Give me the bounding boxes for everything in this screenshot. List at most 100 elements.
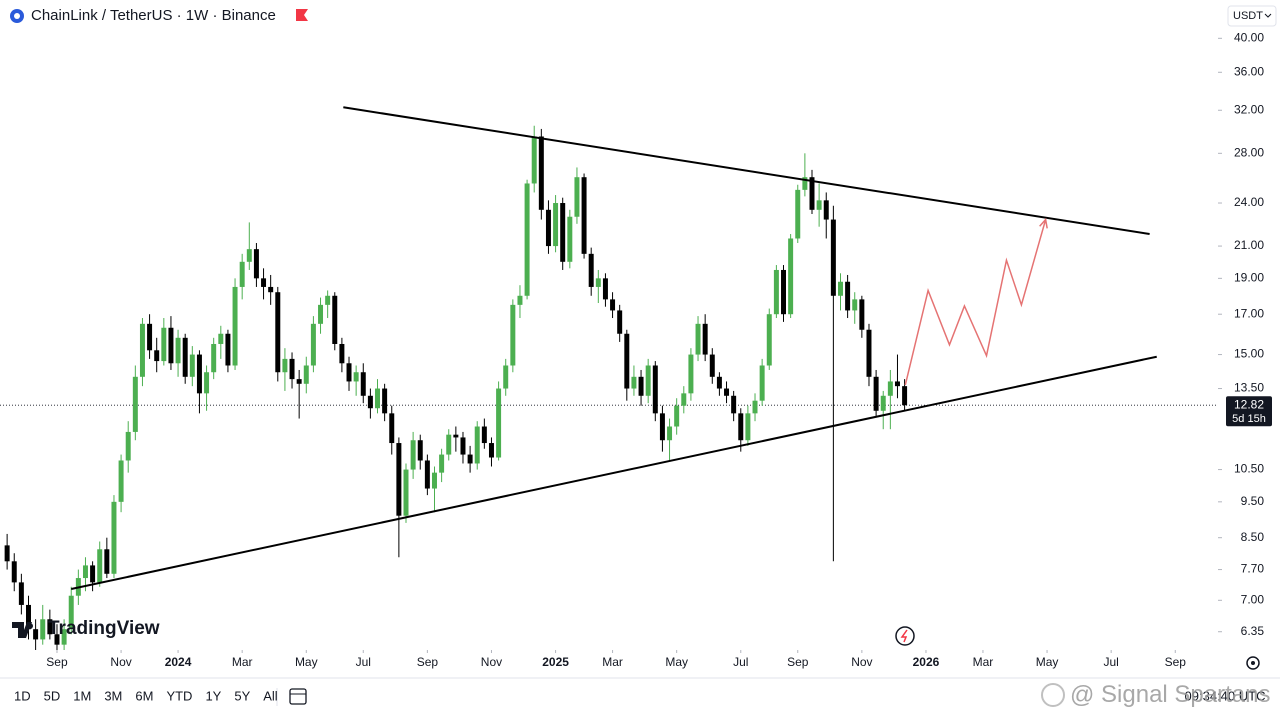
candle-body (802, 177, 808, 190)
candle-body (325, 295, 331, 305)
candle-body (367, 395, 373, 409)
candle-body (531, 136, 537, 184)
y-tick-label: 21.00 (1234, 238, 1264, 252)
tradingview-logo (12, 622, 33, 638)
candle-body (54, 634, 60, 645)
candle-body (18, 582, 24, 605)
range-button[interactable]: 1M (73, 688, 91, 703)
candle-body (147, 323, 153, 351)
y-tick-label: 15.00 (1234, 347, 1264, 361)
range-button[interactable]: All (263, 688, 278, 703)
candle-body (175, 337, 181, 364)
range-button[interactable]: YTD (166, 688, 192, 703)
candle-body (318, 304, 324, 324)
price-tag-countdown: 5d 15h (1232, 413, 1266, 425)
candle-body (503, 365, 509, 389)
candle-body (118, 460, 124, 502)
settings-icon[interactable] (1246, 656, 1260, 670)
candle-body (353, 372, 359, 382)
candle-body (196, 354, 202, 394)
candle-body (659, 413, 665, 441)
y-tick-label: 40.00 (1234, 30, 1264, 44)
candle-body (104, 549, 110, 574)
candle-body (246, 249, 252, 262)
candle-body (496, 388, 502, 458)
candle-body (510, 304, 516, 366)
candle-body (47, 619, 53, 635)
candle-body (845, 281, 851, 311)
candle-body (610, 299, 616, 311)
candle-body (617, 310, 623, 334)
candle-body (645, 365, 651, 396)
candle-body (538, 136, 544, 210)
y-tick-label: 28.00 (1234, 145, 1264, 159)
range-button[interactable]: 5Y (234, 688, 250, 703)
lightning-icon[interactable] (895, 626, 915, 646)
candle-body (4, 545, 10, 562)
x-tick-label: Mar (973, 655, 994, 669)
candle-body (189, 354, 195, 377)
price-tag (1226, 396, 1272, 427)
gear-hub (1251, 661, 1255, 665)
candle-body (602, 278, 608, 300)
y-tick-label: 7.70 (1241, 562, 1265, 576)
candle-body (360, 372, 366, 396)
x-tick-label: 2025 (542, 655, 569, 669)
candle-body (574, 177, 580, 217)
candle-body (410, 440, 416, 470)
projection-arrowhead (1039, 217, 1048, 229)
candle-body (232, 286, 238, 366)
candle-body (902, 386, 908, 406)
clock: 09:34:40 UTC (1185, 688, 1266, 703)
candle-body (346, 363, 352, 382)
candle-body (467, 454, 473, 464)
x-tick-label: Jul (356, 655, 371, 669)
range-button[interactable]: 1Y (205, 688, 221, 703)
candle-body (417, 440, 423, 461)
currency-label[interactable]: USDT (1233, 10, 1263, 22)
price-tag-value: 12.82 (1234, 397, 1264, 411)
range-button[interactable]: 3M (104, 688, 122, 703)
currency-button[interactable] (1227, 5, 1277, 27)
candle-body (695, 323, 701, 355)
candle-body (524, 183, 530, 296)
candle-body (588, 253, 594, 287)
candle-body (211, 343, 217, 373)
candle-body (282, 358, 288, 373)
candle-body (788, 238, 794, 315)
candle-body (474, 426, 480, 464)
range-button[interactable]: 5D (44, 688, 61, 703)
plot-area (0, 106, 1218, 650)
candle-body (716, 376, 722, 389)
calendar-icon[interactable] (289, 688, 307, 705)
candle-body (90, 565, 96, 583)
candle-body (382, 388, 388, 414)
candle-body (595, 278, 601, 287)
candle-body (823, 200, 829, 220)
range-button[interactable]: 1D (14, 688, 31, 703)
trendline (71, 355, 1157, 590)
candle-body (481, 426, 487, 444)
range-button[interactable]: 6M (135, 688, 153, 703)
flag-icon[interactable] (296, 9, 308, 21)
candle-body (11, 561, 17, 583)
candle-body (545, 209, 551, 247)
x-tick-label: Sep (417, 655, 439, 669)
logo-dot (27, 623, 33, 629)
y-tick-label: 10.50 (1234, 462, 1264, 476)
currency-caret (1264, 13, 1272, 18)
candle-body (688, 354, 694, 394)
x-tick-label: 2026 (913, 655, 940, 669)
watermark: @ Signal Spartans (1070, 681, 1270, 708)
candle-body (275, 292, 281, 373)
branding: TradingView (48, 618, 160, 639)
candle-body (453, 434, 459, 438)
candle-body (816, 200, 822, 210)
candle-body (182, 337, 188, 377)
candle-body (567, 216, 573, 262)
y-tick-label: 19.00 (1234, 271, 1264, 285)
candle-body (873, 376, 879, 411)
candle-body (403, 469, 409, 516)
lightning-circle (895, 626, 915, 646)
